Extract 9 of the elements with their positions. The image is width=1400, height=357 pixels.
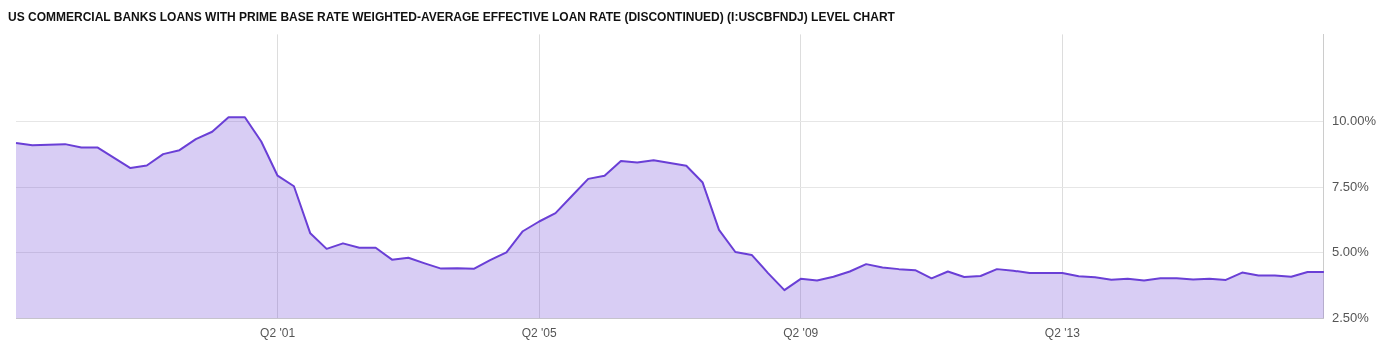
y-tick-label: 10.00% [1331,112,1377,128]
x-tick-label: Q2 '05 [521,326,557,341]
x-tick-label: Q2 '01 [260,326,296,341]
x-tick-label: Q2 '09 [783,326,819,341]
x-tick-label: Q2 '13 [1044,326,1081,341]
chart-title: US COMMERCIAL BANKS LOANS WITH PRIME BASE RATE WEIGHTED-AVERAGE EFFECTIVE LOAN RATE (DISCONTINUED) (I:USCBFNDJ) LEVEL CHART [8,9,896,24]
y-tick-label: 7.50% [1331,178,1370,194]
y-tick-label: 2.50% [1331,310,1370,326]
y-tick-label: 5.00% [1331,244,1370,260]
